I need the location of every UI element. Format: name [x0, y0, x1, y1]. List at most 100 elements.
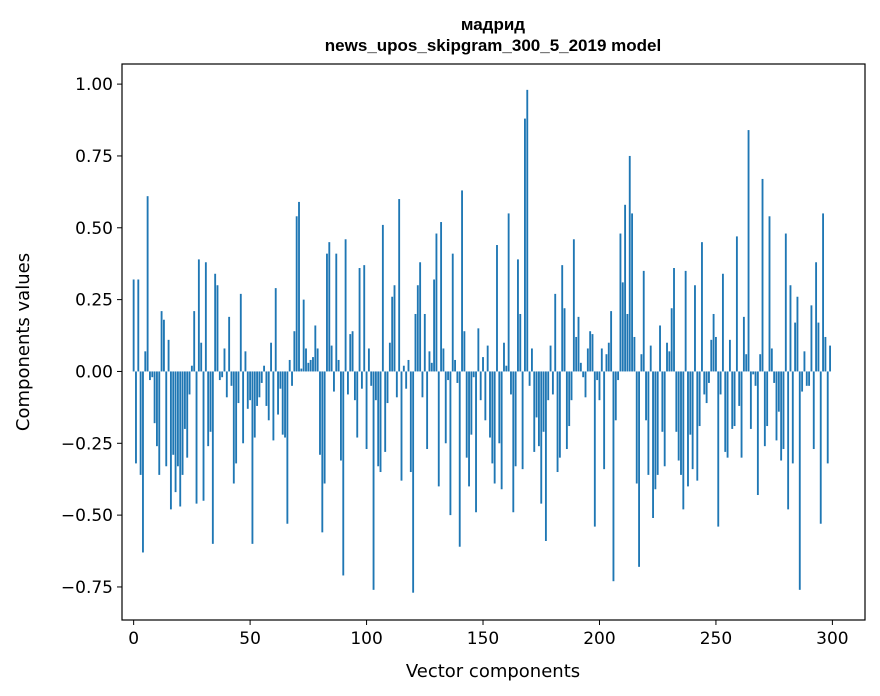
bar: [181, 371, 184, 475]
bar: [263, 365, 266, 372]
bar: [326, 253, 328, 372]
bar: [505, 365, 508, 372]
bar: [773, 371, 776, 383]
chart-title-line1: мадрид: [461, 15, 525, 34]
bar: [535, 371, 538, 418]
bar: [728, 339, 731, 372]
bar: [232, 371, 235, 484]
bar: [756, 371, 759, 496]
bar: [565, 371, 568, 450]
bar: [794, 322, 797, 372]
bar: [642, 270, 645, 372]
bar: [447, 371, 450, 381]
bar: [705, 371, 708, 404]
bar: [470, 371, 473, 435]
bar: [533, 371, 536, 452]
bar: [158, 371, 161, 475]
bar: [333, 371, 335, 392]
bar: [721, 273, 724, 372]
x-tick-label: 250: [700, 629, 732, 649]
bar: [514, 371, 517, 467]
x-tick-label: 150: [467, 629, 499, 649]
bar: [461, 190, 463, 372]
bar: [249, 371, 252, 401]
bar: [647, 371, 650, 475]
bar: [407, 359, 410, 372]
bar: [703, 371, 706, 395]
bar: [600, 348, 603, 372]
bar: [279, 371, 282, 389]
bar: [139, 371, 142, 475]
bar: [176, 371, 179, 467]
bar: [288, 359, 291, 372]
bar: [770, 348, 773, 372]
bar: [561, 265, 564, 372]
bar: [519, 313, 522, 372]
bar: [803, 351, 806, 372]
bar: [360, 371, 363, 389]
bar: [351, 331, 354, 372]
bar: [395, 371, 398, 398]
bar: [202, 371, 205, 501]
y-axis-ticks: 1.00 0.75 0.50 0.25 0.00 −0.25 −0.50 −0.75: [61, 75, 122, 598]
x-tick-label: 50: [239, 629, 261, 649]
bar: [156, 371, 158, 447]
bar: [412, 371, 415, 593]
bar: [465, 371, 468, 458]
bar: [258, 371, 261, 398]
bar: [400, 371, 403, 481]
bar: [661, 371, 664, 432]
bar: [174, 371, 177, 493]
bar: [819, 371, 822, 524]
bar: [742, 316, 745, 372]
bar: [556, 371, 559, 473]
bar: [419, 262, 422, 372]
bar: [284, 371, 286, 438]
x-axis-ticks: 0 50 100 150 200 250 300: [128, 620, 849, 649]
bar: [214, 273, 217, 372]
bar: [726, 371, 729, 458]
bar: [784, 233, 787, 372]
bar: [239, 293, 242, 372]
chart-title-line2: news_upos_skipgram_300_5_2019 model: [325, 36, 661, 55]
bar: [151, 371, 154, 378]
bar: [654, 371, 657, 490]
bar: [549, 345, 552, 372]
bar: [712, 313, 715, 372]
bar-series: [132, 89, 831, 593]
bar: [698, 371, 701, 427]
bar: [724, 371, 727, 452]
bar: [230, 371, 233, 386]
bar: [267, 371, 270, 421]
bar: [777, 371, 780, 412]
bar: [572, 239, 575, 372]
bar: [216, 285, 219, 372]
bar: [405, 371, 408, 389]
bar: [300, 368, 303, 372]
bar: [211, 371, 214, 544]
bar: [367, 348, 370, 372]
bar: [740, 371, 743, 458]
bar: [491, 371, 494, 464]
y-tick-label: −0.25: [61, 434, 113, 454]
bar: [468, 371, 470, 487]
bar: [715, 336, 717, 372]
bar: [167, 339, 170, 372]
bar: [349, 334, 352, 372]
bar: [708, 371, 710, 383]
bar: [347, 371, 349, 395]
bar: [298, 201, 300, 372]
bar: [558, 371, 561, 458]
bar: [228, 316, 231, 372]
bar: [444, 371, 447, 444]
bar: [270, 342, 272, 372]
bar: [472, 371, 475, 378]
bar: [596, 371, 599, 381]
bar: [479, 371, 482, 401]
bar: [593, 371, 596, 527]
bar: [353, 371, 356, 401]
bar: [381, 224, 384, 372]
bar: [454, 359, 456, 372]
bar: [733, 371, 736, 427]
bar: [638, 371, 640, 567]
